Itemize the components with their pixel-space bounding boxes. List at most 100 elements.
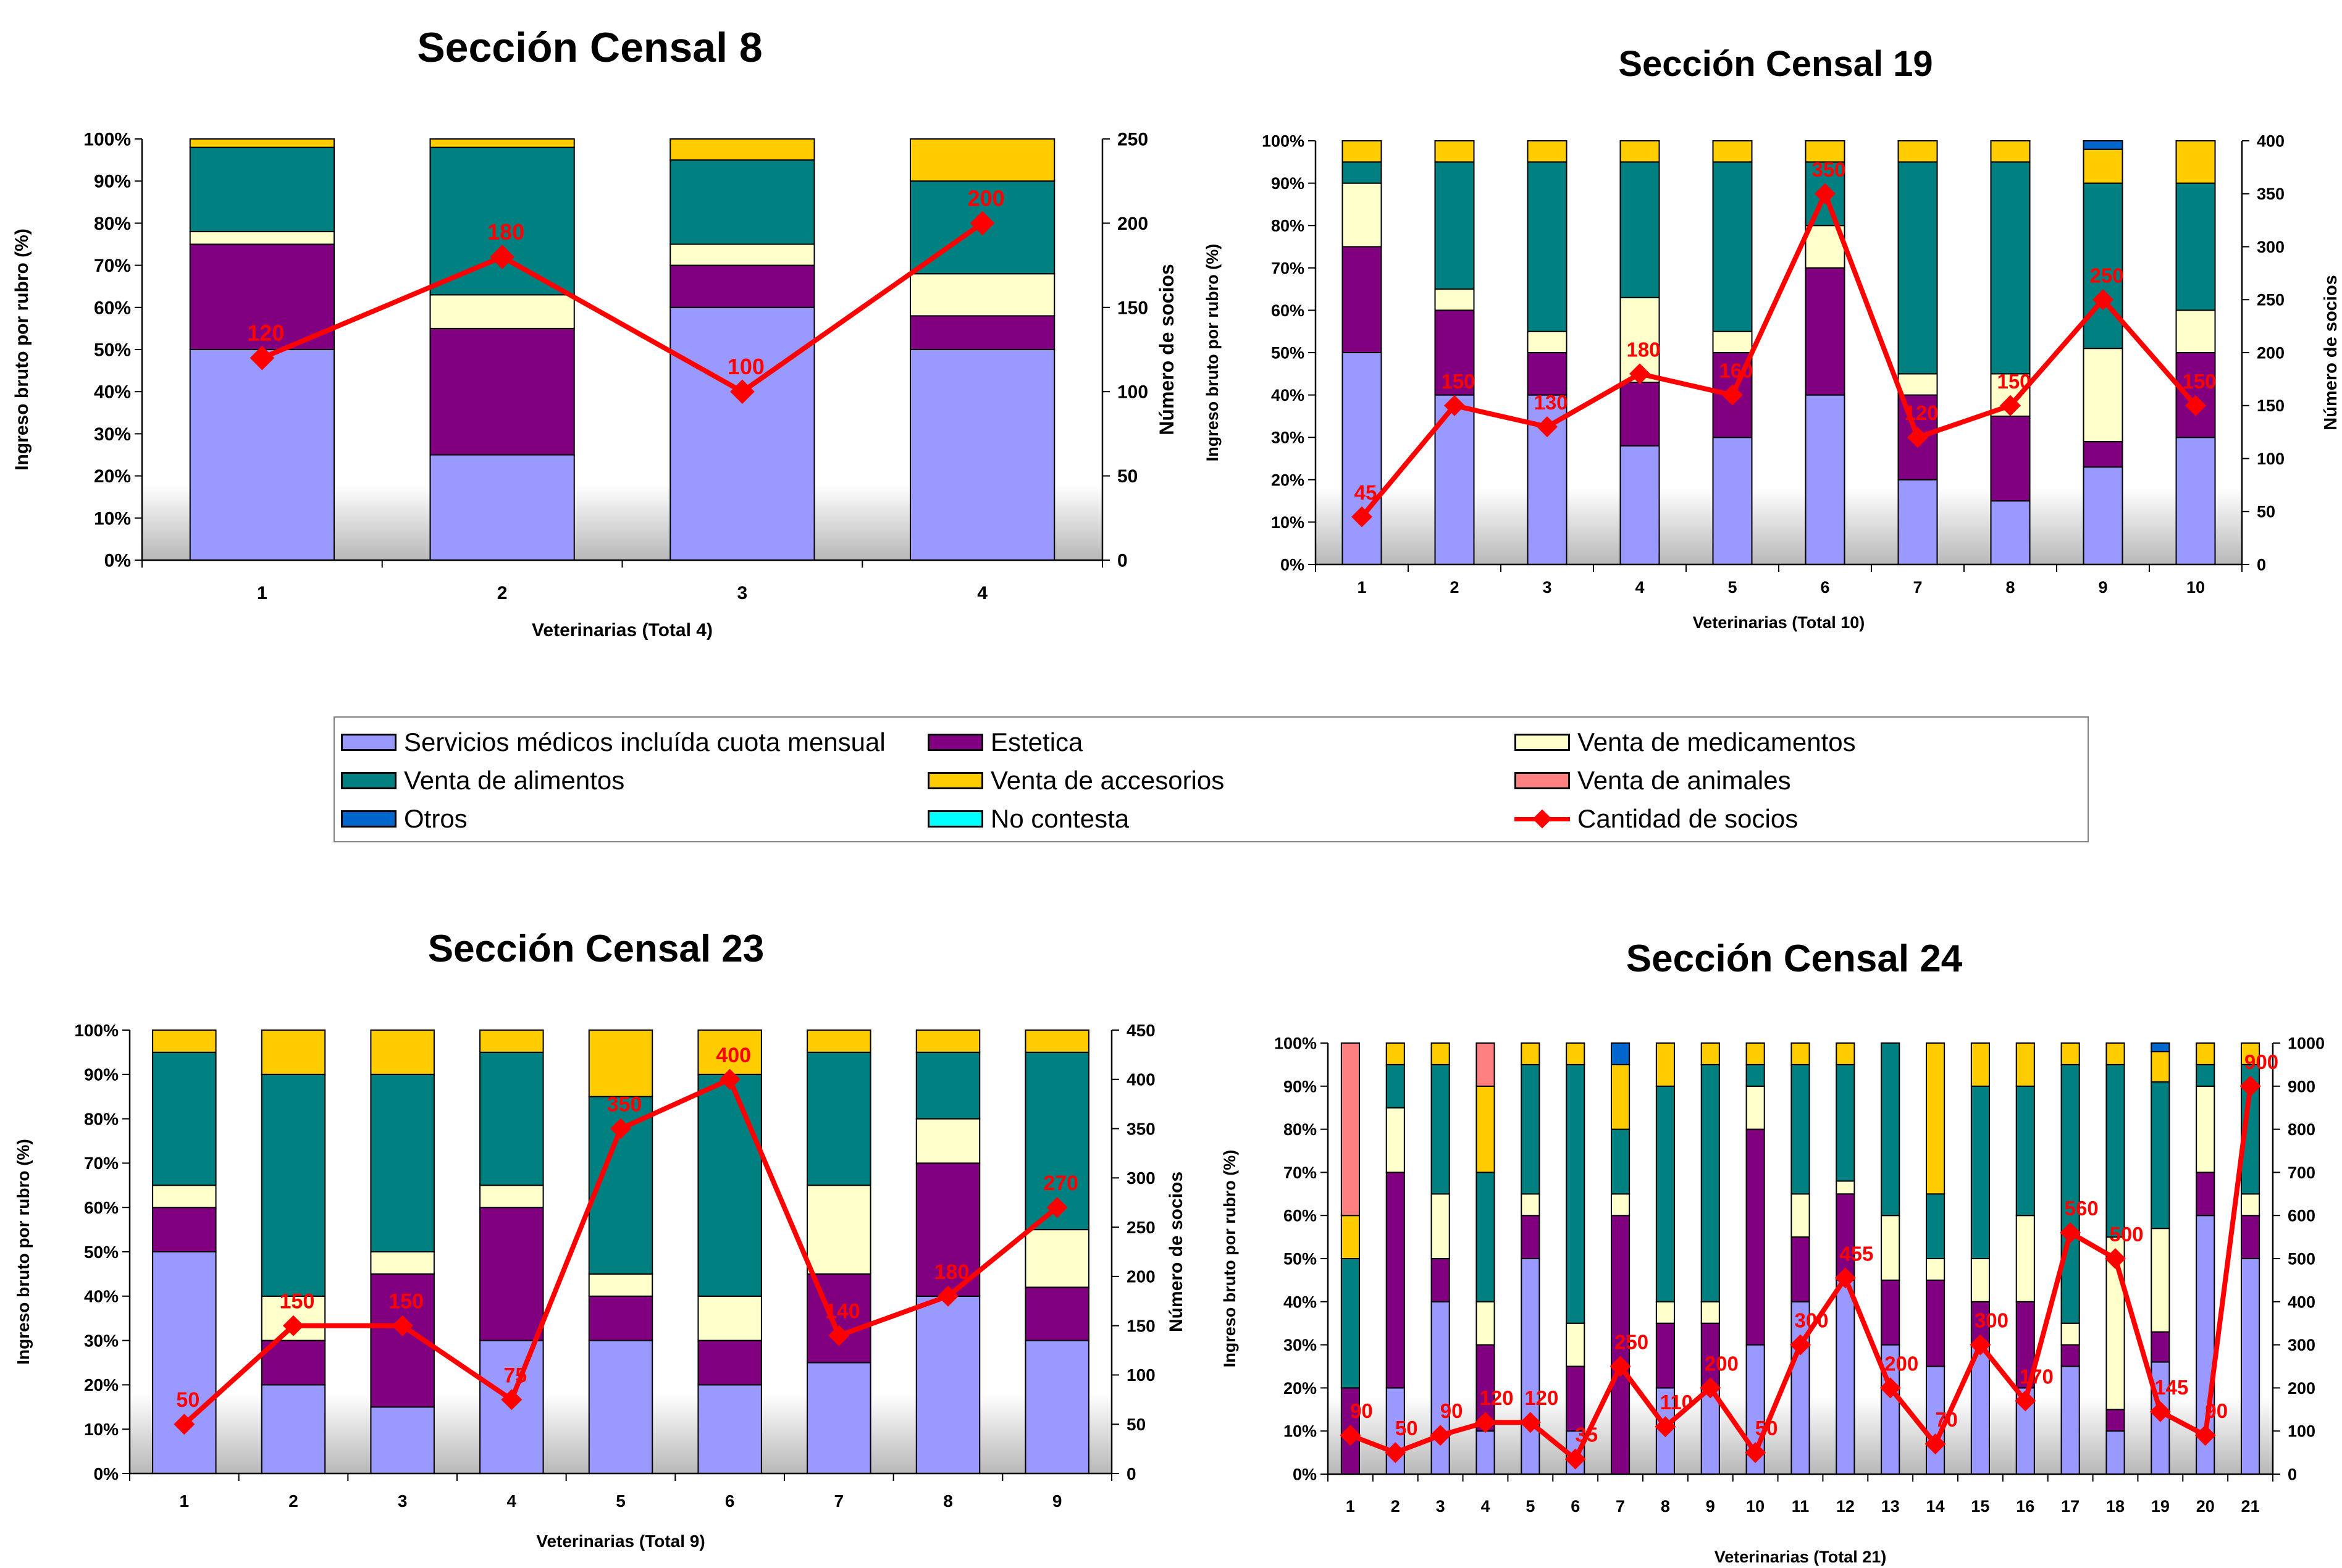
socios-line bbox=[1359, 187, 2198, 519]
x-tick-label: 20 bbox=[2196, 1497, 2215, 1516]
y2-tick-label: 1000 bbox=[2288, 1034, 2325, 1052]
y2-tick-label: 400 bbox=[2288, 1293, 2315, 1311]
socios-marker bbox=[1610, 1356, 1631, 1377]
y-tick-label: 100% bbox=[1274, 1034, 1317, 1052]
socios-data-label: 150 bbox=[280, 1290, 315, 1314]
chart-title: Sección Censal 8 bbox=[417, 24, 762, 71]
bar-segment bbox=[1655, 1085, 1676, 1302]
y2-axis-title: Número de socios bbox=[1166, 1172, 1186, 1332]
bar-segment bbox=[1521, 1063, 1540, 1195]
bar-segment bbox=[1926, 1258, 1945, 1281]
bar-segment bbox=[1990, 500, 2031, 565]
legend-swatch-estetica bbox=[928, 734, 983, 751]
socios-data-label: 90 bbox=[1350, 1399, 1373, 1422]
y2-tick-label: 0 bbox=[1127, 1464, 1136, 1483]
x-axis-title: Veterinarias (Total 21) bbox=[1715, 1548, 1887, 1566]
bar-segment bbox=[1655, 1322, 1676, 1389]
x-tick-label: 10 bbox=[2186, 578, 2205, 597]
socios-marker bbox=[1475, 1412, 1496, 1433]
bar-segment bbox=[2175, 309, 2216, 353]
bar-segment bbox=[2196, 1085, 2215, 1173]
y2-tick-label: 100 bbox=[2288, 1422, 2315, 1441]
bar-segment bbox=[1475, 1430, 1495, 1475]
x-tick-label: 5 bbox=[1727, 578, 1737, 597]
y2-tick-label: 100 bbox=[1117, 382, 1148, 403]
bar-segment bbox=[370, 1029, 435, 1075]
socios-marker bbox=[1834, 1267, 1856, 1289]
bar-segment bbox=[1790, 1042, 1810, 1065]
socios-data-label: 200 bbox=[1884, 1352, 1918, 1375]
bar-segment bbox=[910, 273, 1056, 317]
x-tick-label: 21 bbox=[2241, 1497, 2260, 1516]
x-tick-label: 2 bbox=[288, 1491, 298, 1511]
bar-segment bbox=[1926, 1279, 1945, 1367]
bar-segment bbox=[1745, 1063, 1765, 1087]
socios-data-label: 250 bbox=[2089, 264, 2123, 287]
bar-segment bbox=[915, 1295, 981, 1475]
y-tick-label: 0% bbox=[1293, 1465, 1317, 1483]
legend-label: Estetica bbox=[991, 727, 1083, 757]
y2-tick-label: 350 bbox=[2257, 185, 2285, 203]
y2-tick-label: 100 bbox=[1127, 1365, 1156, 1385]
y2-axis-title: Número de socios bbox=[1156, 264, 1178, 435]
bar-segment bbox=[370, 1251, 435, 1275]
y-tick-label: 10% bbox=[1283, 1422, 1317, 1441]
y-tick-label: 100% bbox=[1262, 132, 1304, 150]
bar-segment bbox=[2241, 1042, 2260, 1065]
y2-tick-label: 400 bbox=[2257, 132, 2285, 150]
y2-tick-label: 200 bbox=[1127, 1267, 1156, 1286]
legend-item-venta-medicamentos: Venta de medicamentos bbox=[1514, 724, 1856, 761]
bar-segment bbox=[697, 1384, 762, 1474]
y-tick-label: 0% bbox=[104, 551, 131, 571]
socios-marker bbox=[938, 1285, 959, 1307]
y2-tick-label: 150 bbox=[1117, 298, 1148, 318]
bar-segment bbox=[1025, 1229, 1089, 1288]
socios-data-label: 120 bbox=[1904, 401, 1938, 424]
socios-data-label: 45 bbox=[1354, 481, 1377, 504]
y2-tick-label: 50 bbox=[2257, 503, 2275, 521]
socios-marker bbox=[1700, 1377, 1721, 1399]
legend-item-cantidad-socios: Cantidad de socios bbox=[1514, 800, 1798, 837]
y-tick-label: 80% bbox=[1271, 217, 1304, 235]
bar-segment bbox=[807, 1029, 871, 1053]
bar-segment bbox=[1836, 1180, 1855, 1195]
bar-segment bbox=[669, 306, 815, 561]
bar-segment bbox=[189, 349, 335, 561]
x-tick-label: 3 bbox=[737, 583, 748, 603]
socios-data-label: 100 bbox=[728, 354, 765, 379]
y2-tick-label: 450 bbox=[1127, 1021, 1156, 1040]
bar-segment bbox=[1712, 437, 1753, 566]
x-tick-label: 1 bbox=[1346, 1497, 1355, 1516]
y2-tick-label: 50 bbox=[1127, 1415, 1146, 1434]
y-tick-label: 30% bbox=[1271, 429, 1304, 447]
x-tick-label: 8 bbox=[1661, 1497, 1670, 1516]
x-tick-label: 3 bbox=[1542, 578, 1551, 597]
y2-tick-label: 150 bbox=[1127, 1316, 1156, 1335]
bar-segment bbox=[915, 1051, 981, 1120]
bar-segment bbox=[1527, 161, 1568, 332]
socios-data-label: 350 bbox=[607, 1093, 642, 1117]
bar-segment bbox=[1655, 1042, 1676, 1087]
socios-data-label: 90 bbox=[2205, 1399, 2228, 1422]
legend-label: Venta de alimentos bbox=[404, 766, 625, 795]
y-tick-label: 80% bbox=[1283, 1120, 1317, 1139]
bar-segment bbox=[2015, 1085, 2035, 1217]
x-tick-label: 7 bbox=[1913, 578, 1922, 597]
socios-marker bbox=[1430, 1425, 1451, 1446]
socios-line bbox=[261, 221, 984, 395]
bar-segment bbox=[152, 1207, 217, 1252]
y-tick-label: 40% bbox=[1283, 1293, 1317, 1311]
bar-segment bbox=[1836, 1279, 1855, 1475]
bar-segment bbox=[2151, 1050, 2170, 1083]
y-tick-label: 70% bbox=[94, 256, 131, 276]
bar-segment bbox=[479, 1184, 544, 1209]
bar-segment bbox=[1430, 1063, 1450, 1195]
socios-marker bbox=[1519, 1412, 1541, 1433]
y-tick-label: 50% bbox=[94, 340, 131, 361]
bar-segment bbox=[1025, 1286, 1089, 1341]
bar-segment bbox=[189, 138, 335, 148]
bar-segment bbox=[1521, 1042, 1540, 1065]
y-tick-label: 10% bbox=[84, 1420, 119, 1439]
x-tick-label: 13 bbox=[1881, 1497, 1900, 1516]
